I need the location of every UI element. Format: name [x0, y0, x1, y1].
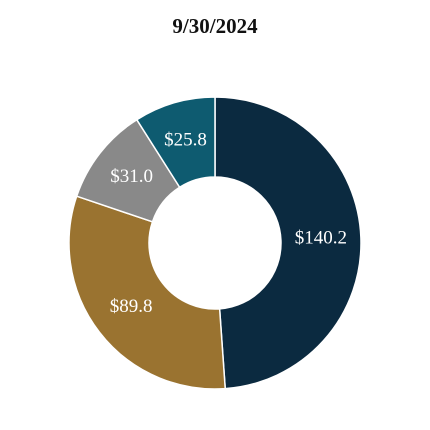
- data-label: $25.8: [164, 130, 207, 151]
- chart-title: 9/30/2024: [172, 14, 258, 38]
- data-label: $140.2: [295, 228, 347, 249]
- data-label: $89.8: [110, 296, 153, 317]
- donut-slice: [68, 195, 227, 390]
- data-label: $31.0: [110, 166, 153, 187]
- donut-slice: [214, 96, 362, 390]
- donut-slice: [135, 96, 216, 189]
